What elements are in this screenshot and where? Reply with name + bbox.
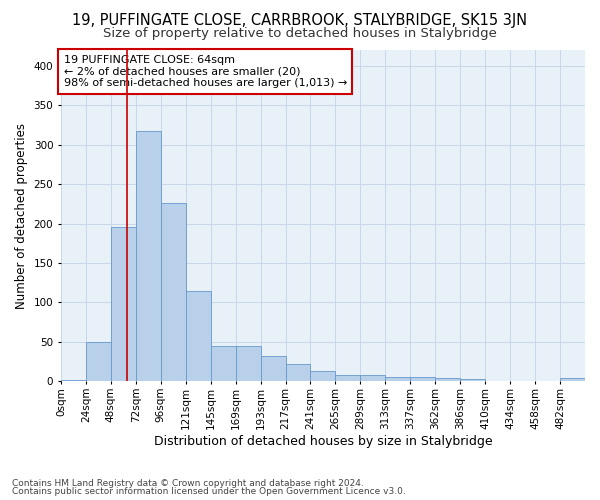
Text: Size of property relative to detached houses in Stalybridge: Size of property relative to detached ho… <box>103 28 497 40</box>
Bar <box>211 346 236 382</box>
Bar <box>260 356 286 382</box>
Bar <box>460 379 485 382</box>
Text: 19, PUFFINGATE CLOSE, CARRBROOK, STALYBRIDGE, SK15 3JN: 19, PUFFINGATE CLOSE, CARRBROOK, STALYBR… <box>73 12 527 28</box>
Text: Contains HM Land Registry data © Crown copyright and database right 2024.: Contains HM Land Registry data © Crown c… <box>12 478 364 488</box>
Bar <box>186 292 211 382</box>
Bar <box>385 378 410 382</box>
Text: Contains public sector information licensed under the Open Government Licence v3: Contains public sector information licen… <box>12 487 406 496</box>
Bar <box>286 364 310 382</box>
Bar <box>111 226 136 382</box>
Bar <box>310 371 335 382</box>
Y-axis label: Number of detached properties: Number of detached properties <box>15 122 28 308</box>
Bar <box>86 342 111 382</box>
X-axis label: Distribution of detached houses by size in Stalybridge: Distribution of detached houses by size … <box>154 434 492 448</box>
Bar <box>335 375 361 382</box>
Bar <box>560 378 585 382</box>
Bar <box>61 380 86 382</box>
Bar <box>410 378 435 382</box>
Bar <box>361 375 385 382</box>
Text: 19 PUFFINGATE CLOSE: 64sqm
← 2% of detached houses are smaller (20)
98% of semi-: 19 PUFFINGATE CLOSE: 64sqm ← 2% of detac… <box>64 55 347 88</box>
Bar <box>161 203 186 382</box>
Bar <box>236 346 260 382</box>
Bar <box>435 378 460 382</box>
Bar <box>136 131 161 382</box>
